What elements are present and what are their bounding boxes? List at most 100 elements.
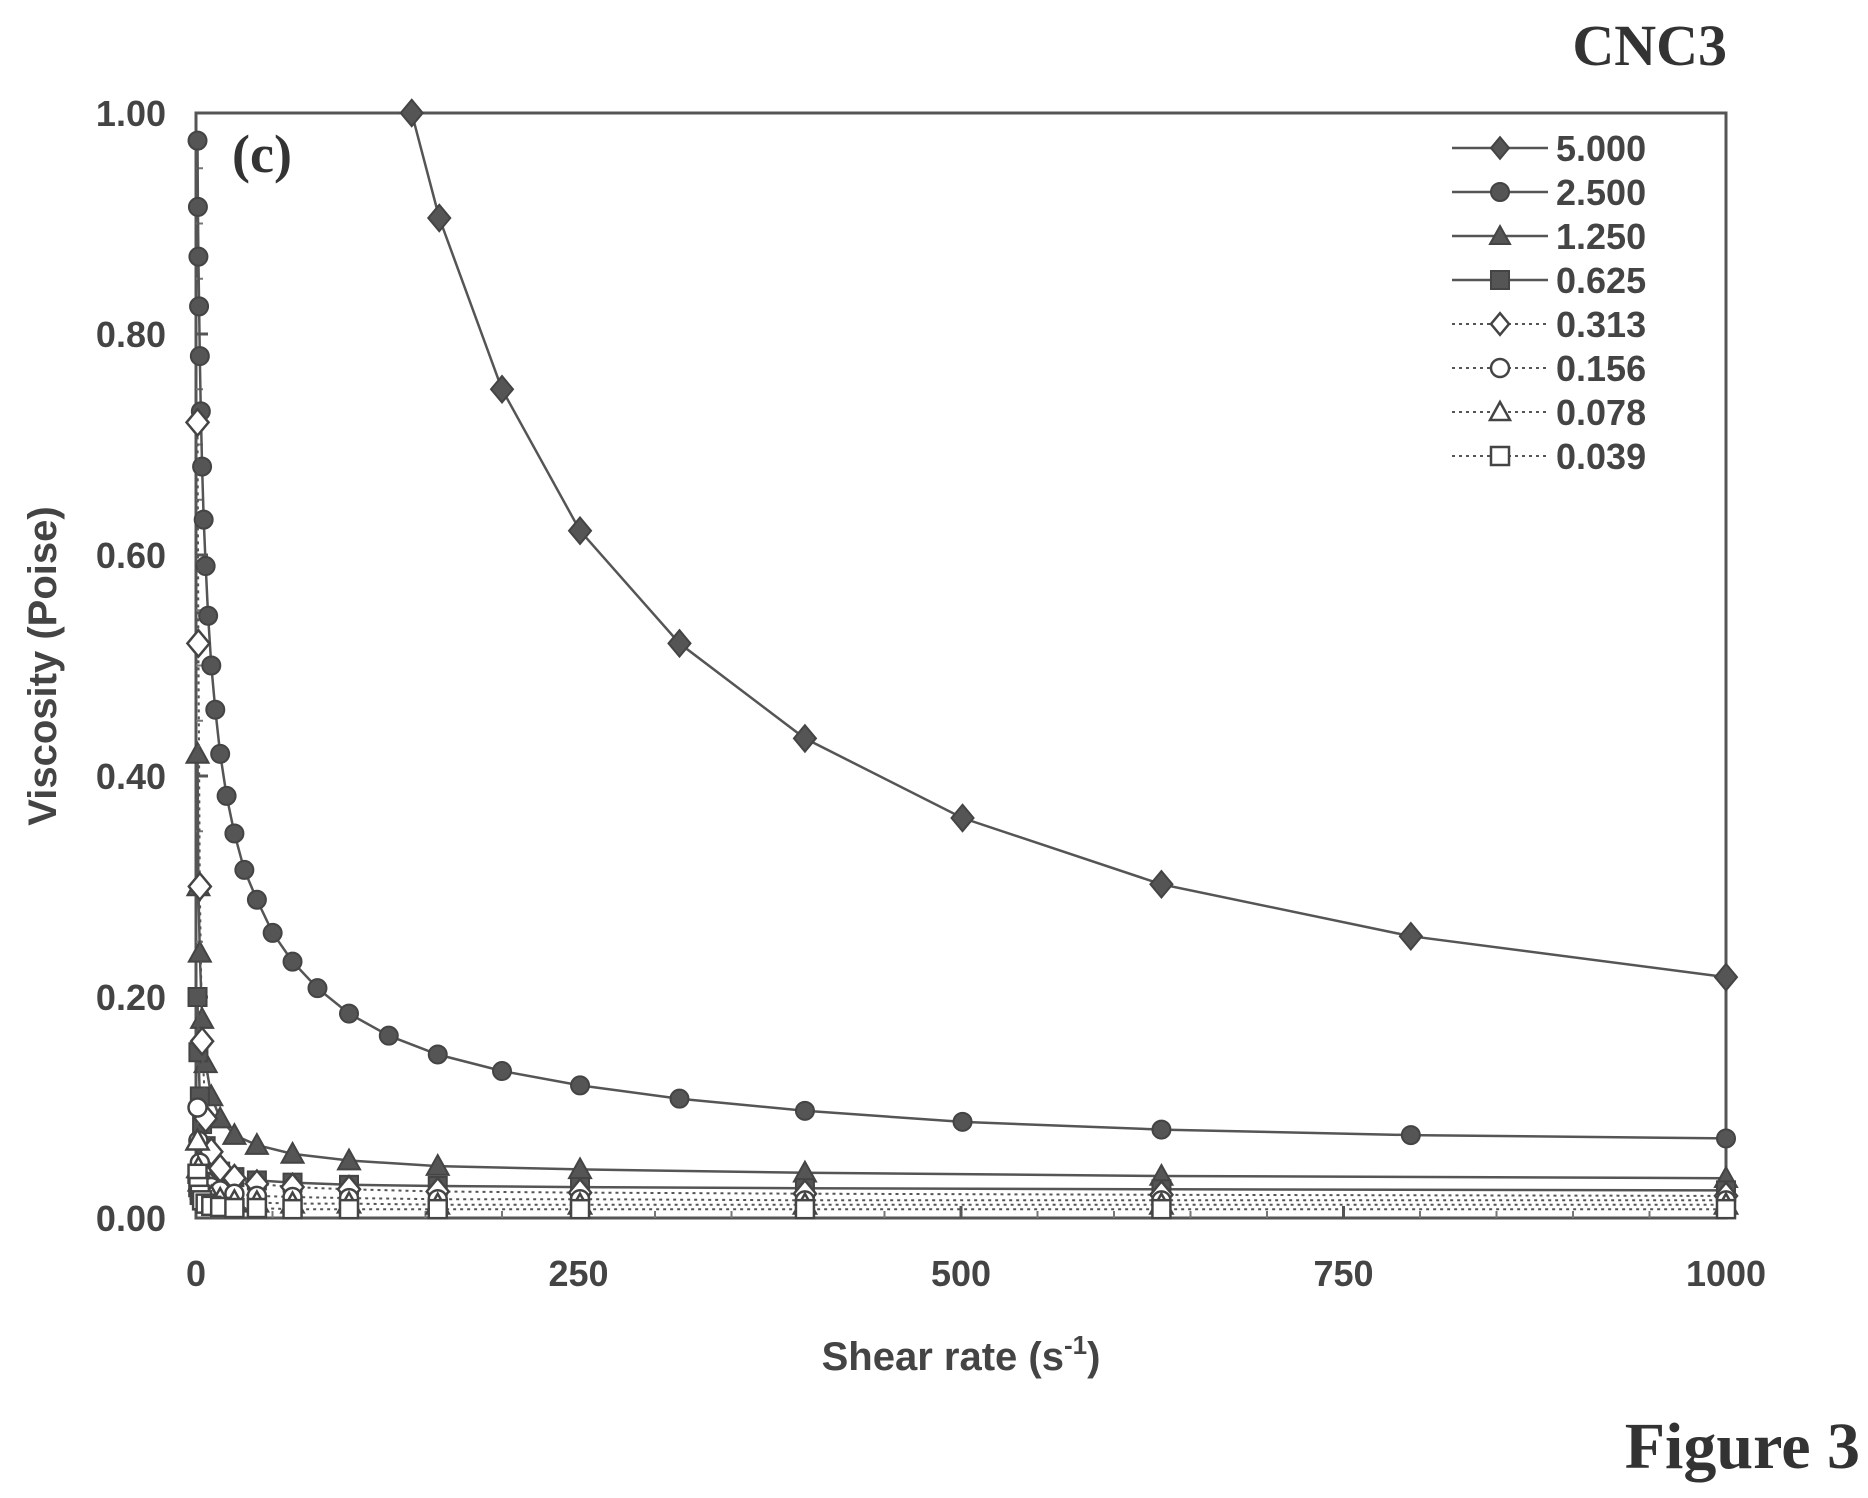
legend-item: 0.039 <box>1452 436 1646 477</box>
legend-item: 0.313 <box>1452 304 1646 345</box>
series-line <box>196 996 1727 1192</box>
data-point <box>378 1025 399 1046</box>
data-point <box>198 605 219 626</box>
data-point <box>307 978 328 999</box>
data-point <box>189 346 210 367</box>
data-point <box>224 823 245 844</box>
data-point <box>224 1197 245 1219</box>
y-tick-label: 0.40 <box>96 756 166 797</box>
legend-item: 1.250 <box>1452 216 1646 257</box>
legend-marker <box>1490 270 1510 290</box>
series-layer <box>184 98 1740 1220</box>
data-point <box>569 1198 591 1220</box>
data-point <box>1149 869 1174 900</box>
series-line <box>196 140 1727 1140</box>
data-point <box>1716 1128 1736 1149</box>
data-point <box>339 1003 359 1024</box>
legend-label: 2.500 <box>1556 172 1646 213</box>
legend-item: 0.078 <box>1452 392 1646 433</box>
data-point <box>184 407 211 438</box>
data-point <box>216 785 237 806</box>
x-tick-label: 1000 <box>1686 1253 1766 1294</box>
data-point <box>184 740 211 764</box>
series-0.039 <box>187 1163 1737 1220</box>
series-0.625 <box>187 987 1736 1201</box>
legend-label: 5.000 <box>1556 128 1646 169</box>
data-point <box>427 1198 448 1220</box>
legend-item: 0.156 <box>1452 348 1646 389</box>
data-point <box>193 509 214 530</box>
data-point <box>427 1044 448 1065</box>
legend-marker <box>1489 311 1511 337</box>
x-tick-label: 750 <box>1313 1253 1373 1294</box>
legend-marker <box>1489 135 1511 161</box>
data-point <box>187 871 213 902</box>
data-point <box>426 203 452 233</box>
x-axis-label-text: Shear rate (s <box>822 1335 1064 1379</box>
legend-label: 0.078 <box>1556 392 1646 433</box>
figure-label: Figure 3 <box>1625 1410 1860 1483</box>
data-point <box>234 859 255 880</box>
data-point <box>399 98 425 128</box>
panel-label: (c) <box>232 124 292 184</box>
legend-item: 0.625 <box>1452 260 1646 301</box>
data-point <box>188 246 209 267</box>
data-point <box>792 723 818 754</box>
legend-label: 0.313 <box>1556 304 1646 345</box>
legend-label: 0.625 <box>1556 260 1646 301</box>
x-axis-label-close: ) <box>1087 1335 1100 1379</box>
series-line <box>196 1173 1726 1211</box>
data-point <box>221 1122 248 1145</box>
series-line <box>196 422 1727 1197</box>
data-point <box>192 456 213 477</box>
data-point <box>1715 1198 1737 1220</box>
data-point <box>201 655 222 676</box>
data-point <box>950 803 975 833</box>
data-point <box>282 951 303 972</box>
y-axis: 0.00 0.20 0.40 0.60 0.80 1.00 <box>96 93 208 1239</box>
legend-marker <box>1487 399 1513 422</box>
series-5.000 <box>399 98 1739 992</box>
data-point <box>244 1132 270 1155</box>
data-point <box>669 1088 690 1109</box>
y-tick-label: 1.00 <box>96 93 166 134</box>
data-point <box>195 556 216 577</box>
legend-marker <box>1488 223 1512 245</box>
data-point <box>187 196 208 217</box>
data-point <box>185 628 212 659</box>
data-point <box>282 1198 303 1220</box>
x-tick-label: 0 <box>186 1253 206 1294</box>
x-axis: 0 250 500 750 1000 <box>186 1206 1766 1294</box>
series-line <box>196 1140 1726 1206</box>
data-point <box>1398 921 1424 951</box>
x-axis-label-sup: -1 <box>1064 1330 1087 1360</box>
legend-marker <box>1489 357 1511 379</box>
data-point <box>338 1198 360 1220</box>
y-tick-label: 0.20 <box>96 977 166 1018</box>
data-point <box>794 1100 815 1121</box>
legend-item: 2.500 <box>1452 172 1646 213</box>
legend-label: 0.039 <box>1556 436 1646 477</box>
legend-label: 1.250 <box>1556 216 1646 257</box>
data-point <box>1151 1198 1172 1220</box>
data-point <box>187 130 208 151</box>
data-point <box>794 1198 816 1220</box>
data-point <box>262 922 283 943</box>
x-tick-label: 500 <box>931 1253 991 1294</box>
x-tick-label: 250 <box>548 1253 608 1294</box>
y-tick-label: 0.00 <box>96 1198 166 1239</box>
y-axis-label: Viscosity (Poise) <box>21 506 65 825</box>
chart-title: CNC3 <box>1572 13 1727 78</box>
y-tick-label: 0.80 <box>96 314 166 355</box>
legend-marker <box>1489 445 1511 467</box>
data-point <box>667 628 692 659</box>
data-point <box>205 699 226 720</box>
data-point <box>570 1075 591 1096</box>
data-point <box>489 374 515 405</box>
series-line <box>410 112 1727 979</box>
data-point <box>1151 1119 1172 1140</box>
data-point <box>1400 1125 1421 1146</box>
data-point <box>567 515 593 546</box>
legend-marker <box>1490 182 1510 202</box>
